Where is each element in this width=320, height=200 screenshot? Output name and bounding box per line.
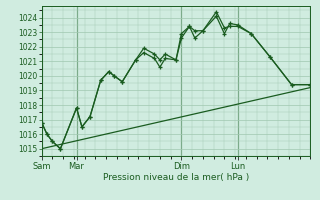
X-axis label: Pression niveau de la mer( hPa ): Pression niveau de la mer( hPa )	[103, 173, 249, 182]
